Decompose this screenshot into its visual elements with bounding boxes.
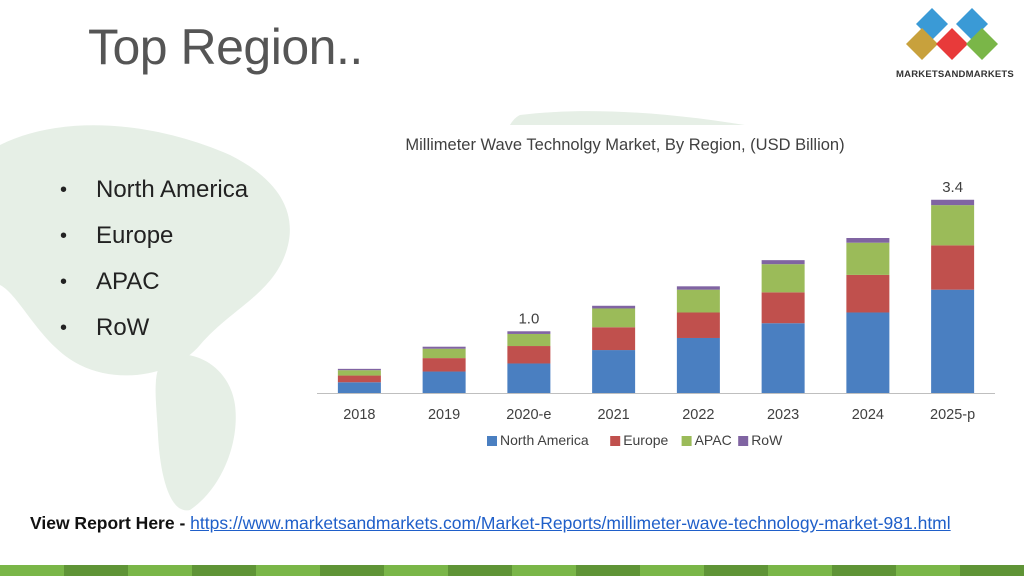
stripe-segment	[64, 565, 128, 576]
legend-swatch	[487, 436, 497, 446]
bullet-dot-icon: •	[60, 317, 68, 339]
stripe-segment	[448, 565, 512, 576]
x-tick-label: 2021	[597, 407, 629, 423]
bar-segment-north-america	[422, 371, 466, 393]
bar-segment-apac	[507, 333, 551, 347]
x-tick-label: 2024	[852, 407, 884, 423]
bar-segment-north-america	[337, 382, 381, 393]
view-report-label: View Report Here -	[30, 513, 191, 533]
chart-panel: Millimeter Wave Technolgy Market, By Reg…	[305, 125, 1005, 470]
bar-segment-apac	[761, 264, 805, 293]
data-label: 1.0	[518, 310, 539, 327]
report-link-footer: View Report Here - https://www.marketsan…	[30, 511, 1005, 535]
bar-segment-europe	[931, 245, 975, 290]
x-tick-label: 2020-e	[506, 407, 551, 423]
stripe-segment	[640, 565, 704, 576]
stripe-segment	[832, 565, 896, 576]
bar-segment-row	[761, 260, 805, 265]
x-tick-label: 2022	[682, 407, 714, 423]
bullet-text: Europe	[96, 222, 174, 249]
legend-label: RoW	[751, 432, 783, 448]
bar-segment-apac	[592, 308, 636, 328]
legend-label: North America	[500, 432, 589, 448]
bullet-dot-icon: •	[60, 225, 68, 247]
stripe-segment	[512, 565, 576, 576]
logo-diamond-red	[936, 28, 968, 60]
bar-segment-north-america	[507, 363, 551, 393]
region-bullet-list: • North America • Europe • APAC • RoW	[60, 170, 248, 354]
bar-segment-apac	[337, 370, 381, 376]
legend-swatch	[610, 436, 621, 446]
stripe-segment	[960, 565, 1024, 576]
bullet-text: APAC	[96, 268, 160, 295]
bar-segment-north-america	[592, 350, 636, 393]
bar-segment-row	[846, 238, 890, 243]
bar-segment-north-america	[846, 312, 890, 393]
bar-segment-apac	[676, 289, 720, 313]
x-tick-label: 2019	[428, 407, 460, 423]
legend-label: APAC	[695, 432, 732, 448]
bullet-text: North America	[96, 176, 249, 203]
stripe-segment	[192, 565, 256, 576]
bullet-item: • RoW	[60, 308, 248, 354]
data-label: 3.4	[942, 179, 963, 196]
legend-swatch	[681, 436, 692, 446]
bar-segment-europe	[592, 327, 636, 351]
bar-segment-apac	[931, 205, 975, 246]
bullet-item: • APAC	[60, 262, 248, 308]
bar-segment-apac	[422, 348, 466, 359]
bar-segment-europe	[337, 375, 381, 383]
legend-label: Europe	[623, 432, 668, 448]
stripe-segment	[896, 565, 960, 576]
bullet-item: • Europe	[60, 216, 248, 262]
stripe-segment	[768, 565, 832, 576]
x-tick-label: 2025-p	[930, 407, 975, 423]
bar-segment-apac	[846, 242, 890, 275]
bar-segment-row	[931, 199, 975, 206]
bar-segment-row	[422, 346, 466, 349]
bar-segment-row	[507, 331, 551, 334]
bullet-item: • North America	[60, 170, 248, 216]
x-tick-label: 2018	[343, 407, 375, 423]
stripe-segment	[704, 565, 768, 576]
stripe-segment	[320, 565, 384, 576]
bar-segment-row	[337, 368, 381, 371]
bullet-dot-icon: •	[60, 179, 68, 201]
bar-segment-north-america	[931, 289, 975, 393]
logo-diamond-gold	[906, 28, 938, 60]
stripe-segment	[256, 565, 320, 576]
bar-segment-europe	[422, 358, 466, 372]
slide-title: Top Region..	[88, 19, 363, 75]
logo-text: MARKETSANDMARKETS	[896, 69, 1014, 80]
bar-segment-europe	[846, 274, 890, 313]
bullet-text: RoW	[96, 314, 150, 341]
stripe-segment	[384, 565, 448, 576]
footer-stripe	[0, 565, 1024, 576]
bar-segment-europe	[507, 346, 551, 364]
bar-segment-europe	[761, 292, 805, 324]
stripe-segment	[576, 565, 640, 576]
bar-segment-north-america	[761, 323, 805, 393]
stripe-segment	[0, 565, 64, 576]
stacked-bar-chart: Millimeter Wave Technolgy Market, By Reg…	[317, 136, 995, 448]
bar-segment-europe	[676, 312, 720, 338]
bar-segment-row	[592, 305, 636, 309]
x-tick-label: 2023	[767, 407, 799, 423]
chart-title: Millimeter Wave Technolgy Market, By Reg…	[405, 136, 844, 154]
legend-swatch	[738, 436, 749, 446]
report-url-link[interactable]: https://www.marketsandmarkets.com/Market…	[190, 513, 951, 533]
bar-segment-north-america	[676, 337, 720, 393]
bar-segment-row	[676, 286, 720, 290]
logo-diamond-green	[966, 28, 998, 60]
bullet-dot-icon: •	[60, 271, 68, 293]
stripe-segment	[128, 565, 192, 576]
marketsandmarkets-logo	[906, 8, 998, 60]
